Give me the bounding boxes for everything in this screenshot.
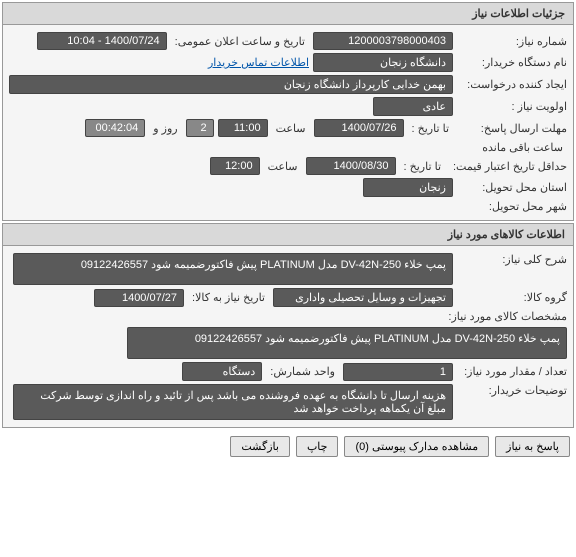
- qty-label: تعداد / مقدار مورد نیاز:: [457, 365, 567, 378]
- back-button[interactable]: بازگشت: [230, 436, 290, 457]
- group-field: تجهیزات و وسایل تحصیلی واداری: [273, 288, 453, 307]
- spec-label: مشخصات کالای مورد نیاز:: [444, 310, 567, 323]
- action-buttons: پاسخ به نیاز مشاهده مدارک پیوستی (0) چاپ…: [0, 430, 576, 463]
- need-date-field: 1400/07/27: [94, 289, 184, 307]
- validity-time-field: 12:00: [210, 157, 260, 175]
- validity-to-date-label: تا تاریخ :: [400, 160, 445, 173]
- reply-deadline-label: مهلت ارسال پاسخ:: [457, 122, 567, 135]
- priority-label: اولویت نیاز :: [457, 100, 567, 113]
- reply-time-field: 11:00: [218, 119, 268, 137]
- desc-field: پمپ خلاء DV-42N-250 مدل PLATINUM پیش فاک…: [13, 253, 453, 285]
- validity-time-label: ساعت: [264, 160, 302, 173]
- delivery-province-field: زنجان: [363, 178, 453, 197]
- reply-time-label: ساعت: [272, 122, 310, 135]
- days-remaining-field: 2: [186, 119, 214, 137]
- need-date-label: تاریخ نیاز به کالا:: [188, 291, 269, 304]
- creator-label: ایجاد کننده درخواست:: [457, 78, 567, 91]
- buyer-notes-label: توضیحات خریدار:: [457, 384, 567, 397]
- need-details-header: جزئیات اطلاعات نیاز: [3, 3, 573, 25]
- need-details-body: شماره نیاز: 1200003798000403 تاریخ و ساع…: [3, 25, 573, 220]
- reply-button[interactable]: پاسخ به نیاز: [495, 436, 570, 457]
- to-date-label: تا تاریخ :: [408, 122, 453, 135]
- delivery-province-label: استان محل تحویل:: [457, 181, 567, 194]
- qty-field: 1: [343, 363, 453, 381]
- min-validity-label: حداقل تاریخ اعتبار قیمت:: [449, 160, 567, 173]
- validity-date-field: 1400/08/30: [306, 157, 396, 175]
- priority-field: عادی: [373, 97, 453, 116]
- buyer-notes-field: هزینه ارسال تا دانشگاه به عهده فروشنده م…: [13, 384, 453, 420]
- need-details-panel: جزئیات اطلاعات نیاز شماره نیاز: 12000037…: [2, 2, 574, 221]
- public-datetime-label: تاریخ و ساعت اعلان عمومی:: [171, 35, 309, 48]
- request-no-field: 1200003798000403: [313, 32, 453, 50]
- unit-label: واحد شمارش:: [266, 365, 339, 378]
- reply-date-field: 1400/07/26: [314, 119, 404, 137]
- buyer-contact-link[interactable]: اطلاعات تماس خریدار: [208, 56, 309, 69]
- goods-info-panel: اطلاعات کالاهای مورد نیاز شرح کلی نیاز: …: [2, 223, 574, 428]
- attachments-button[interactable]: مشاهده مدارک پیوستی (0): [344, 436, 489, 457]
- public-datetime-field: 1400/07/24 - 10:04: [37, 32, 167, 50]
- goods-info-body: شرح کلی نیاز: پمپ خلاء DV-42N-250 مدل PL…: [3, 246, 573, 427]
- buyer-org-label: نام دستگاه خریدار:: [457, 56, 567, 69]
- request-no-label: شماره نیاز:: [457, 35, 567, 48]
- group-label: گروه کالا:: [457, 291, 567, 304]
- unit-field: دستگاه: [182, 362, 262, 381]
- days-label: روز و: [149, 122, 181, 135]
- delivery-city-label: شهر محل تحویل:: [457, 200, 567, 213]
- desc-label: شرح کلی نیاز:: [457, 253, 567, 266]
- spec-field: پمپ خلاء DV-42N-250 مدل PLATINUM پیش فاک…: [127, 327, 567, 359]
- time-remaining-field: 00:42:04: [85, 119, 145, 137]
- remaining-label: ساعت باقی مانده: [478, 141, 567, 154]
- print-button[interactable]: چاپ: [296, 436, 339, 457]
- goods-info-header: اطلاعات کالاهای مورد نیاز: [3, 224, 573, 246]
- creator-field: بهمن خدایی کارپرداز دانشگاه زنجان: [9, 75, 453, 94]
- buyer-org-field: دانشگاه زنجان: [313, 53, 453, 72]
